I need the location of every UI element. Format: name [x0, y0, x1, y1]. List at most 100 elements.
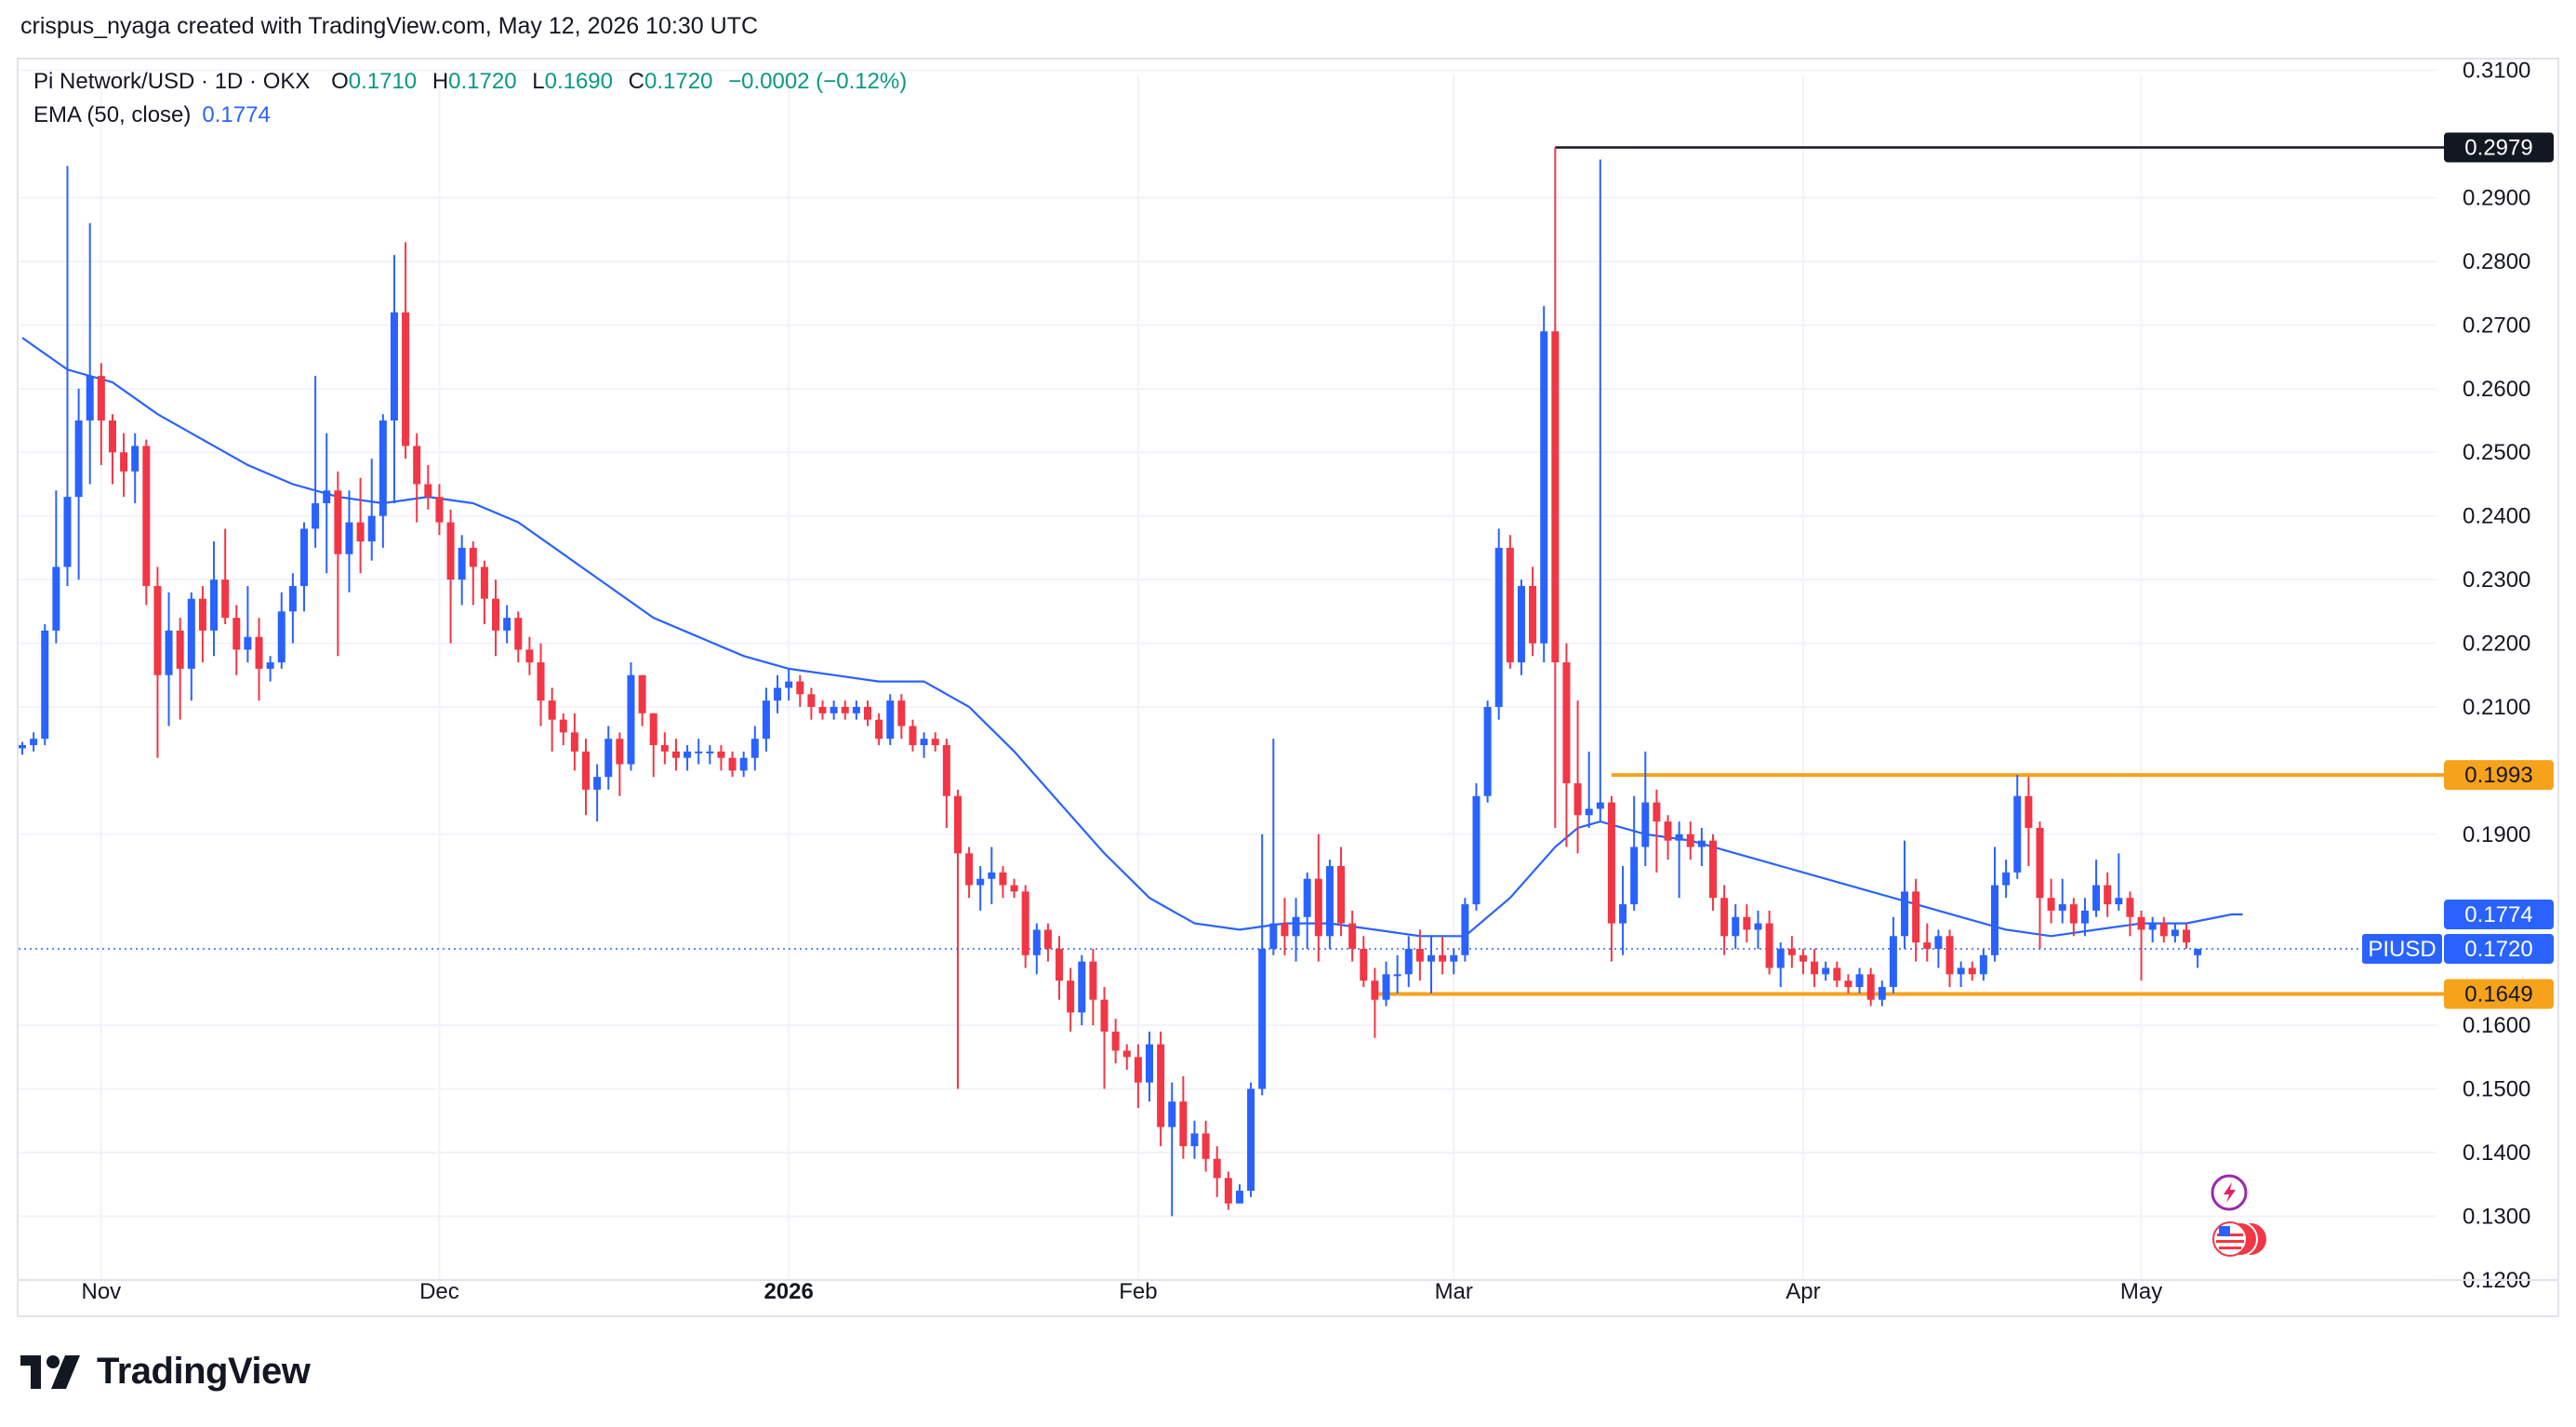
candle[interactable]: [446, 509, 455, 644]
candle[interactable]: [931, 732, 939, 752]
candle[interactable]: [909, 719, 917, 752]
candle[interactable]: [1979, 948, 1987, 981]
candle[interactable]: [108, 414, 116, 485]
price-badge[interactable]: 0.1774: [2444, 900, 2554, 930]
candle[interactable]: [1168, 1082, 1176, 1217]
candle[interactable]: [1472, 783, 1481, 911]
candle[interactable]: [41, 623, 49, 746]
candle[interactable]: [739, 751, 748, 778]
candle[interactable]: [1393, 954, 1401, 994]
candle[interactable]: [774, 674, 782, 714]
candle[interactable]: [1078, 954, 1086, 1026]
candle[interactable]: [1923, 923, 1932, 962]
candle[interactable]: [830, 700, 838, 720]
candle[interactable]: [142, 439, 151, 606]
candle[interactable]: [1811, 948, 1819, 988]
candle[interactable]: [1675, 821, 1683, 899]
candle[interactable]: [1529, 567, 1537, 657]
candle[interactable]: [1450, 948, 1458, 975]
candle[interactable]: [1303, 872, 1311, 949]
ema-label[interactable]: EMA (50, close): [33, 102, 192, 127]
candle[interactable]: [435, 484, 444, 536]
candle[interactable]: [2126, 891, 2134, 937]
candle[interactable]: [2159, 916, 2168, 943]
candle[interactable]: [1190, 1120, 1199, 1159]
price-badge[interactable]: 0.1649: [2444, 979, 2554, 1009]
candle[interactable]: [1122, 1044, 1131, 1070]
candle[interactable]: [1179, 1075, 1188, 1159]
candle[interactable]: [1664, 815, 1672, 860]
candle[interactable]: [153, 567, 162, 758]
candle[interactable]: [1765, 910, 1773, 975]
candle[interactable]: [131, 433, 139, 503]
candle[interactable]: [277, 592, 285, 669]
candle[interactable]: [525, 636, 534, 675]
candle[interactable]: [1878, 980, 1886, 1007]
candle[interactable]: [1292, 898, 1300, 962]
candle[interactable]: [323, 433, 331, 574]
candle[interactable]: [120, 433, 128, 498]
candle[interactable]: [1157, 1031, 1165, 1147]
candle[interactable]: [1202, 1120, 1210, 1172]
candle[interactable]: [19, 741, 26, 755]
candle[interactable]: [1021, 885, 1029, 968]
candle[interactable]: [1415, 929, 1424, 981]
candle[interactable]: [345, 490, 353, 593]
candle[interactable]: [1348, 910, 1357, 962]
candle[interactable]: [2069, 898, 2078, 937]
candle[interactable]: [1089, 948, 1097, 1026]
candle[interactable]: [165, 592, 173, 727]
candle[interactable]: [1912, 878, 1920, 962]
candle[interactable]: [1146, 1031, 1153, 1102]
candle[interactable]: [1551, 147, 1560, 828]
candle[interactable]: [988, 847, 996, 905]
candle[interactable]: [367, 459, 376, 561]
candle[interactable]: [2148, 916, 2157, 943]
candle[interactable]: [1833, 961, 1841, 988]
candle[interactable]: [1754, 910, 1762, 949]
candle[interactable]: [1585, 751, 1593, 828]
candle[interactable]: [1043, 923, 1052, 962]
candle[interactable]: [2036, 821, 2044, 949]
candle[interactable]: [1404, 936, 1413, 988]
candle[interactable]: [1596, 159, 1604, 822]
candle[interactable]: [2013, 775, 2022, 879]
candle[interactable]: [1799, 948, 1807, 975]
price-badge[interactable]: 0.2979: [2444, 132, 2554, 163]
candle[interactable]: [210, 541, 219, 657]
candle[interactable]: [953, 789, 962, 1089]
candle[interactable]: [841, 700, 849, 720]
candle[interactable]: [559, 713, 567, 746]
candle[interactable]: [2025, 777, 2033, 867]
candle[interactable]: [458, 535, 466, 606]
candle[interactable]: [1607, 795, 1615, 962]
candle[interactable]: [503, 605, 511, 644]
candle[interactable]: [1247, 1082, 1255, 1197]
candle[interactable]: [1653, 789, 1661, 873]
candle[interactable]: [63, 166, 72, 586]
candle[interactable]: [875, 713, 883, 746]
ema-50-line[interactable]: [21, 337, 2243, 938]
candle[interactable]: [852, 700, 860, 720]
candle[interactable]: [706, 745, 714, 765]
candle[interactable]: [30, 732, 38, 752]
symbol-title[interactable]: Pi Network/USD · 1D · OKX: [33, 69, 311, 94]
candle[interactable]: [717, 745, 725, 771]
candle[interactable]: [2092, 860, 2101, 917]
candle[interactable]: [1314, 834, 1322, 962]
candle[interactable]: [2002, 860, 2011, 899]
candle[interactable]: [1382, 961, 1390, 1007]
candle[interactable]: [1461, 898, 1469, 962]
candle[interactable]: [514, 611, 523, 663]
candle[interactable]: [616, 732, 624, 796]
candle[interactable]: [807, 687, 816, 720]
price-badge[interactable]: 0.1720: [2444, 933, 2554, 964]
candle[interactable]: [1337, 847, 1346, 937]
candle[interactable]: [1991, 847, 1998, 962]
candle[interactable]: [198, 585, 206, 663]
us-flag-events-icon[interactable]: [2212, 1221, 2268, 1257]
candle[interactable]: [300, 522, 308, 612]
candle[interactable]: [52, 490, 60, 644]
candle[interactable]: [390, 255, 398, 503]
